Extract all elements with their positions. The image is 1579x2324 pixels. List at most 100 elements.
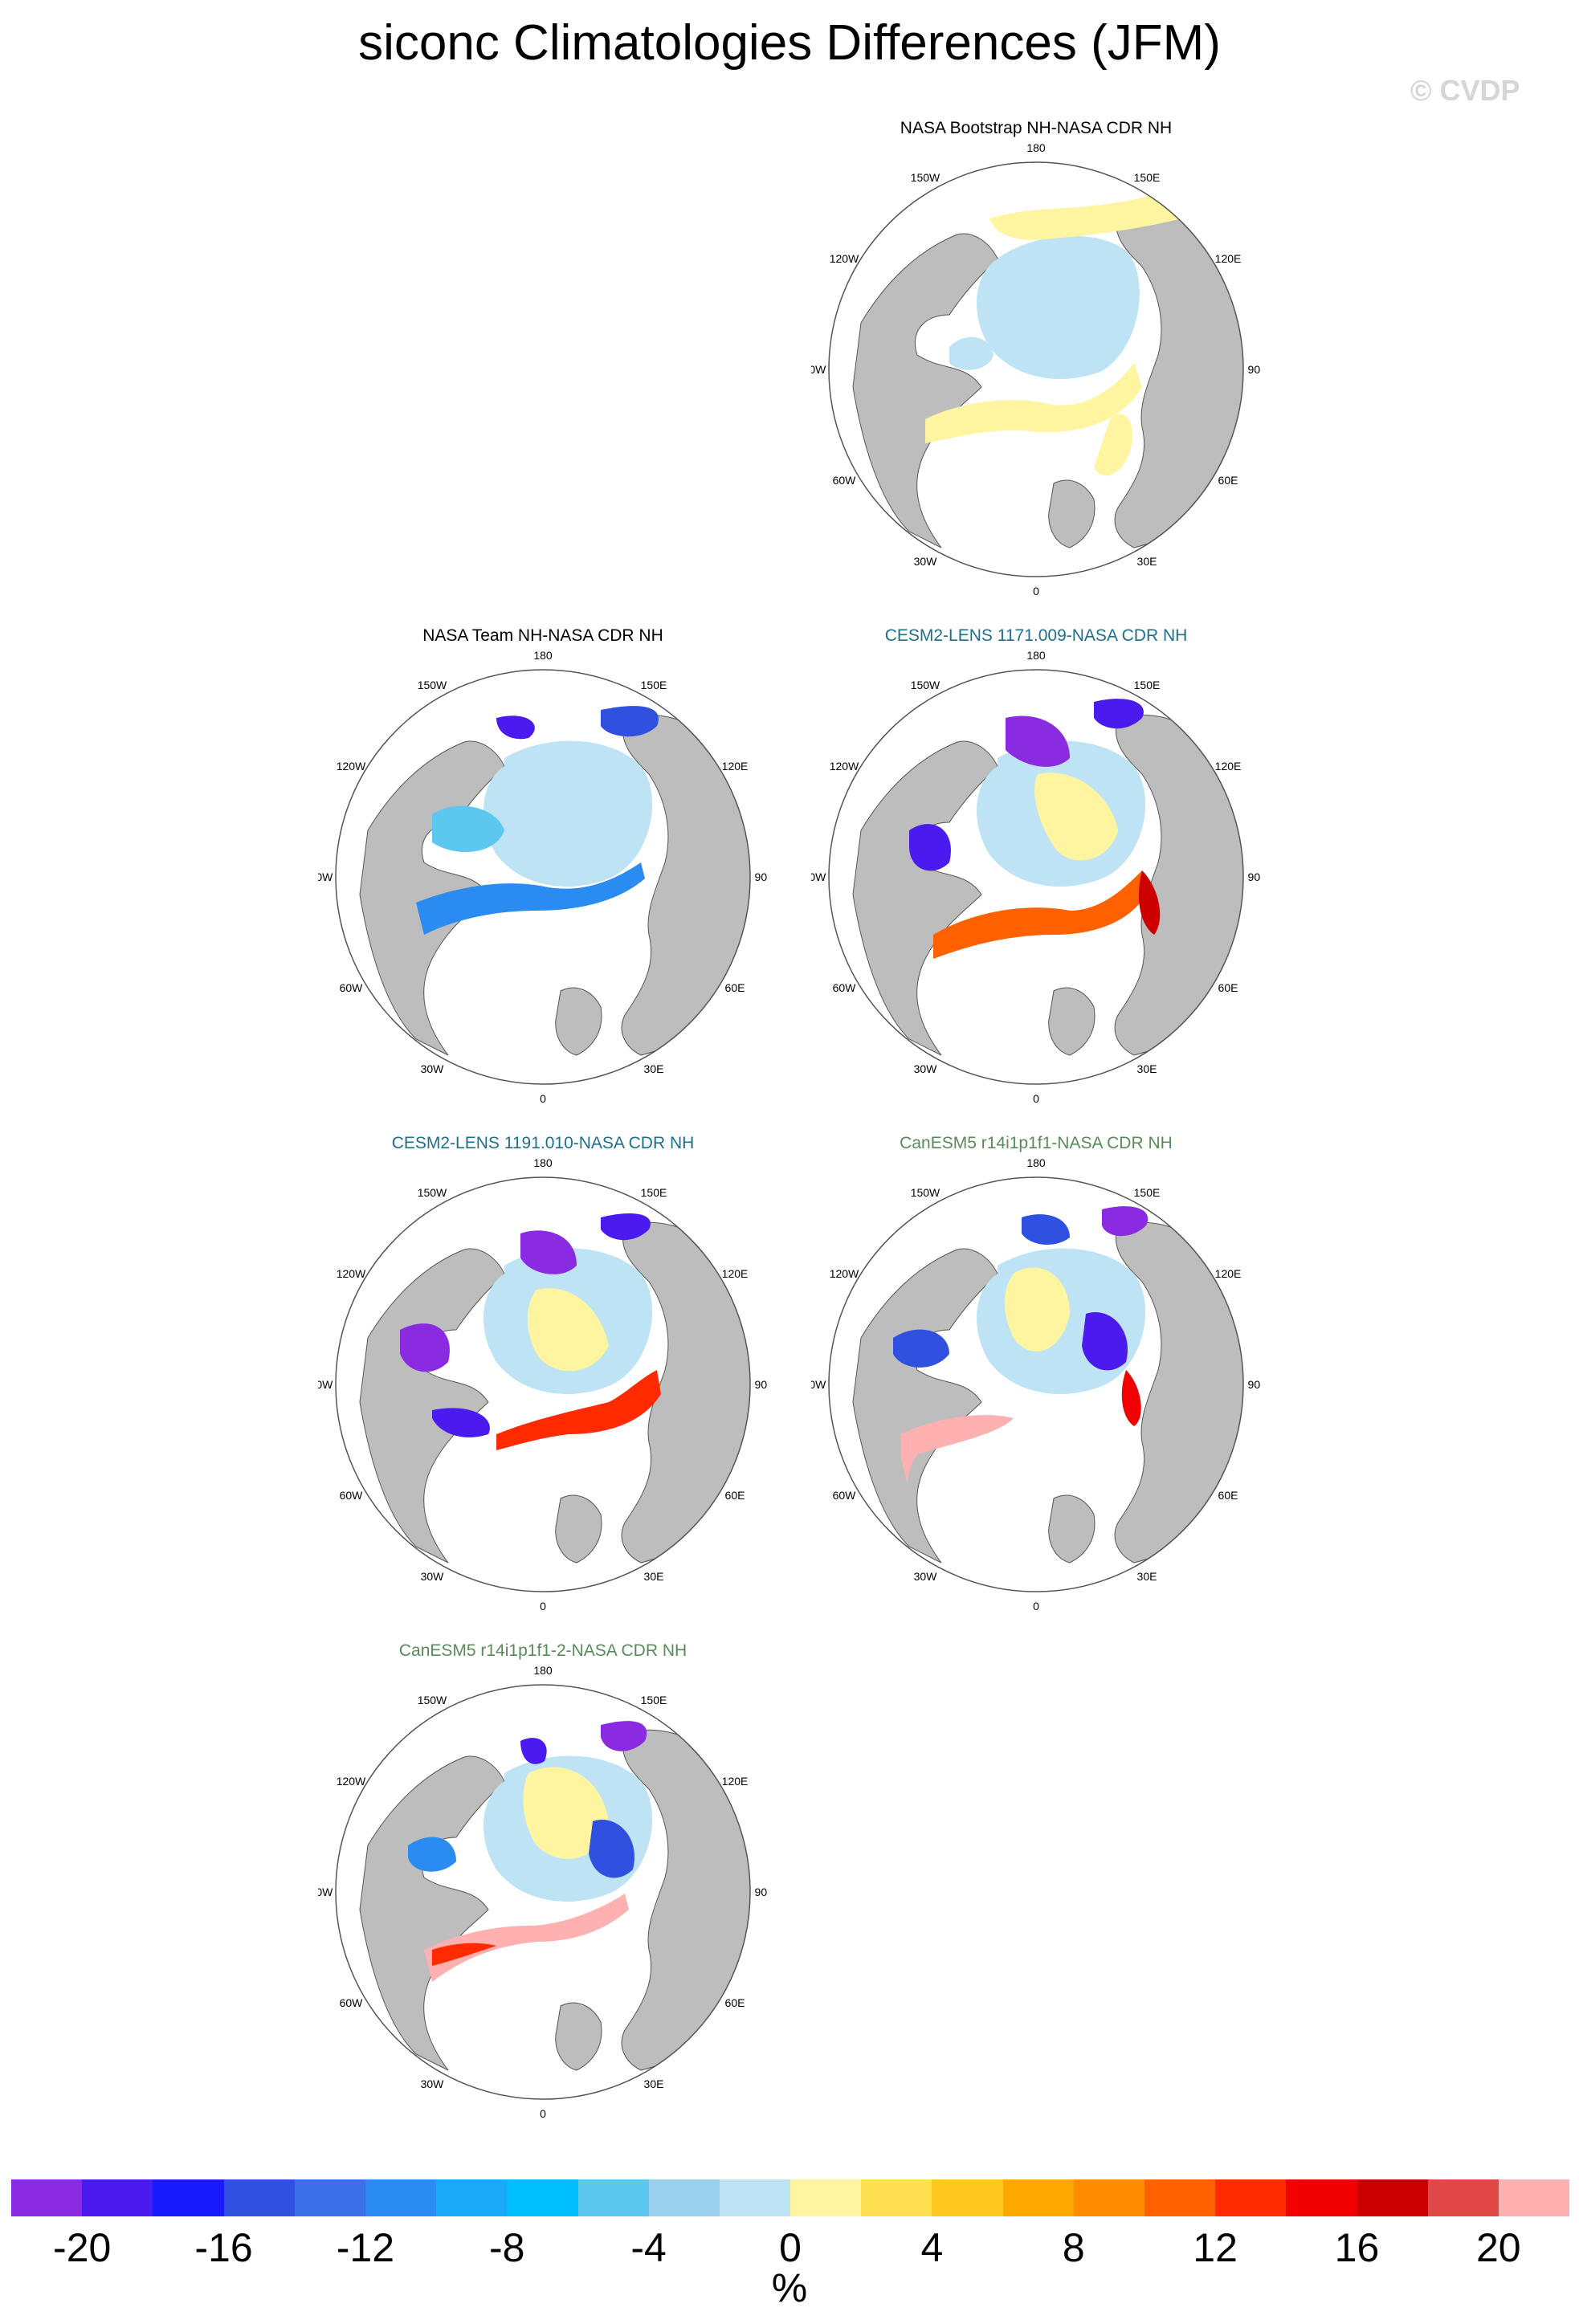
colorbar-swatch [1427,2179,1499,2216]
sea-ice-difference [527,1288,609,1372]
sea-ice-difference [424,1894,629,1982]
colorbar-swatch [1357,2179,1428,2216]
sea-ice-difference [601,1213,651,1241]
colorbar-unit: % [771,2265,808,2310]
longitude-label: 120E [1215,252,1242,265]
colorbar-swatch [223,2179,295,2216]
colorbar-swatch [648,2179,720,2216]
longitude-label: 150E [1134,679,1161,691]
map-boundary [828,669,1244,1085]
sea-ice-difference [1138,870,1161,935]
longitude-label: 90W [318,870,333,883]
panel-title: NASA Bootstrap NH-NASA CDR NH [900,119,1173,137]
colorbar-tick-label: 4 [920,2225,944,2270]
colorbar [11,2179,1570,2216]
longitude-label: 150W [911,171,940,184]
map-content [829,670,1243,1084]
sea-ice-difference [601,1721,647,1751]
map-panel: CanESM5 r14i1p1f1-NASA CDR NH 180 0 150W 120… [811,1134,1261,1624]
longitude-label: 90E [755,1886,768,1898]
panel-title: CanESM5 r14i1p1f1-NASA CDR NH [900,1134,1173,1152]
longitude-label: 90W [811,363,826,376]
longitude-label: 180 [1026,1158,1046,1169]
longitude-label: 60W [340,1489,364,1502]
colorbar-swatch [507,2179,578,2216]
longitude-label: 90E [755,1378,768,1391]
map-boundary [335,1684,751,2100]
longitude-label: 30E [1137,1570,1157,1583]
longitude-label: 120E [722,1775,749,1788]
polar-map: 180 0 150W 120W 90W 60W 30W 150E 120E 90E 60E 30E [318,1158,768,1613]
map-panel: NASA Team NH-NASA CDR NH 180 0 150W 120W 90W 6… [318,626,768,1116]
colorbar-swatch [861,2179,932,2216]
longitude-label: 60W [833,474,857,487]
colorbar-swatch [577,2179,649,2216]
land [1048,1494,1096,1564]
colorbar-swatch [153,2179,224,2216]
longitude-label: 60E [725,981,745,994]
colorbar-tick-label: -20 [53,2225,112,2270]
colorbar-tick-label: -12 [336,2225,395,2270]
longitude-label: 120W [337,1775,366,1788]
longitude-label: 180 [1026,650,1046,662]
map-content [336,670,750,1084]
sea-ice-difference [1006,716,1070,767]
land [359,1248,505,1564]
colorbar-tick-label: 0 [779,2225,802,2270]
colorbar-tick-label: 8 [1062,2225,1085,2270]
longitude-label: 120W [830,252,859,265]
sea-ice-difference [589,1820,634,1878]
land [555,1494,602,1564]
sea-ice-difference [520,1230,577,1274]
longitude-label: 150E [1134,171,1161,184]
longitude-label: 90E [1248,363,1261,376]
sea-ice-difference [1004,1267,1070,1352]
longitude-label: 150W [418,1186,447,1199]
longitude-label: 30W [914,555,938,568]
sea-ice-difference [893,1329,949,1368]
land [555,2002,602,2071]
map-boundary [828,1176,1244,1592]
longitude-label: 150W [911,679,940,691]
watermark: © CVDP [1410,74,1520,107]
longitude-label: 30E [1137,555,1157,568]
colorbar-swatch [294,2179,365,2216]
land [852,740,998,1056]
longitude-label: 180 [533,1158,553,1169]
longitude-label: 180 [1026,143,1046,154]
land [852,1248,998,1564]
longitude-label: 90W [318,1886,333,1898]
longitude-label: 180 [533,650,553,662]
longitude-label: 60E [1218,474,1238,487]
colorbar-swatch [790,2179,862,2216]
longitude-label: 120E [722,1267,749,1280]
longitude-label: 120W [337,1267,366,1280]
longitude-label: 60E [725,1996,745,2009]
land [852,233,998,548]
figure-title: siconc Climatologies Differences (JFM) [358,15,1221,71]
colorbar-tick-label: -16 [194,2225,253,2270]
longitude-label: 60W [833,1489,857,1502]
longitude-label: 30W [421,2077,445,2090]
longitude-label: 30E [644,1570,664,1583]
sea-ice-difference [601,706,659,737]
polar-map: 180 0 150W 120W 90W 60W 30W 150E 120E 90E 60E 30E [811,650,1261,1105]
longitude-label: 150W [418,679,447,691]
sea-ice-difference [523,1767,609,1859]
land [359,1755,505,2071]
panel-title: CanESM5 r14i1p1f1-2-NASA CDR NH [398,1641,687,1660]
polar-map: 180 0 150W 120W 90W 60W 30W 150E 120E 90E 60E 30E [811,143,1261,597]
longitude-label: 120W [830,760,859,773]
map-boundary [335,669,751,1085]
longitude-label: 90W [811,1378,826,1391]
colorbar-tick-label: -4 [630,2225,667,2270]
sea-ice-difference [989,182,1190,240]
map-panel: CESM2-LENS 1171.009-NASA CDR NH 180 0 150W 1… [811,626,1261,1116]
longitude-label: 0 [540,1600,546,1613]
longitude-label: 150W [911,1186,940,1199]
colorbar-tick-label: 12 [1193,2225,1238,2270]
colorbar-swatch [1073,2179,1144,2216]
longitude-label: 90W [811,870,826,883]
land [1048,479,1096,548]
longitude-label: 30E [644,2077,664,2090]
